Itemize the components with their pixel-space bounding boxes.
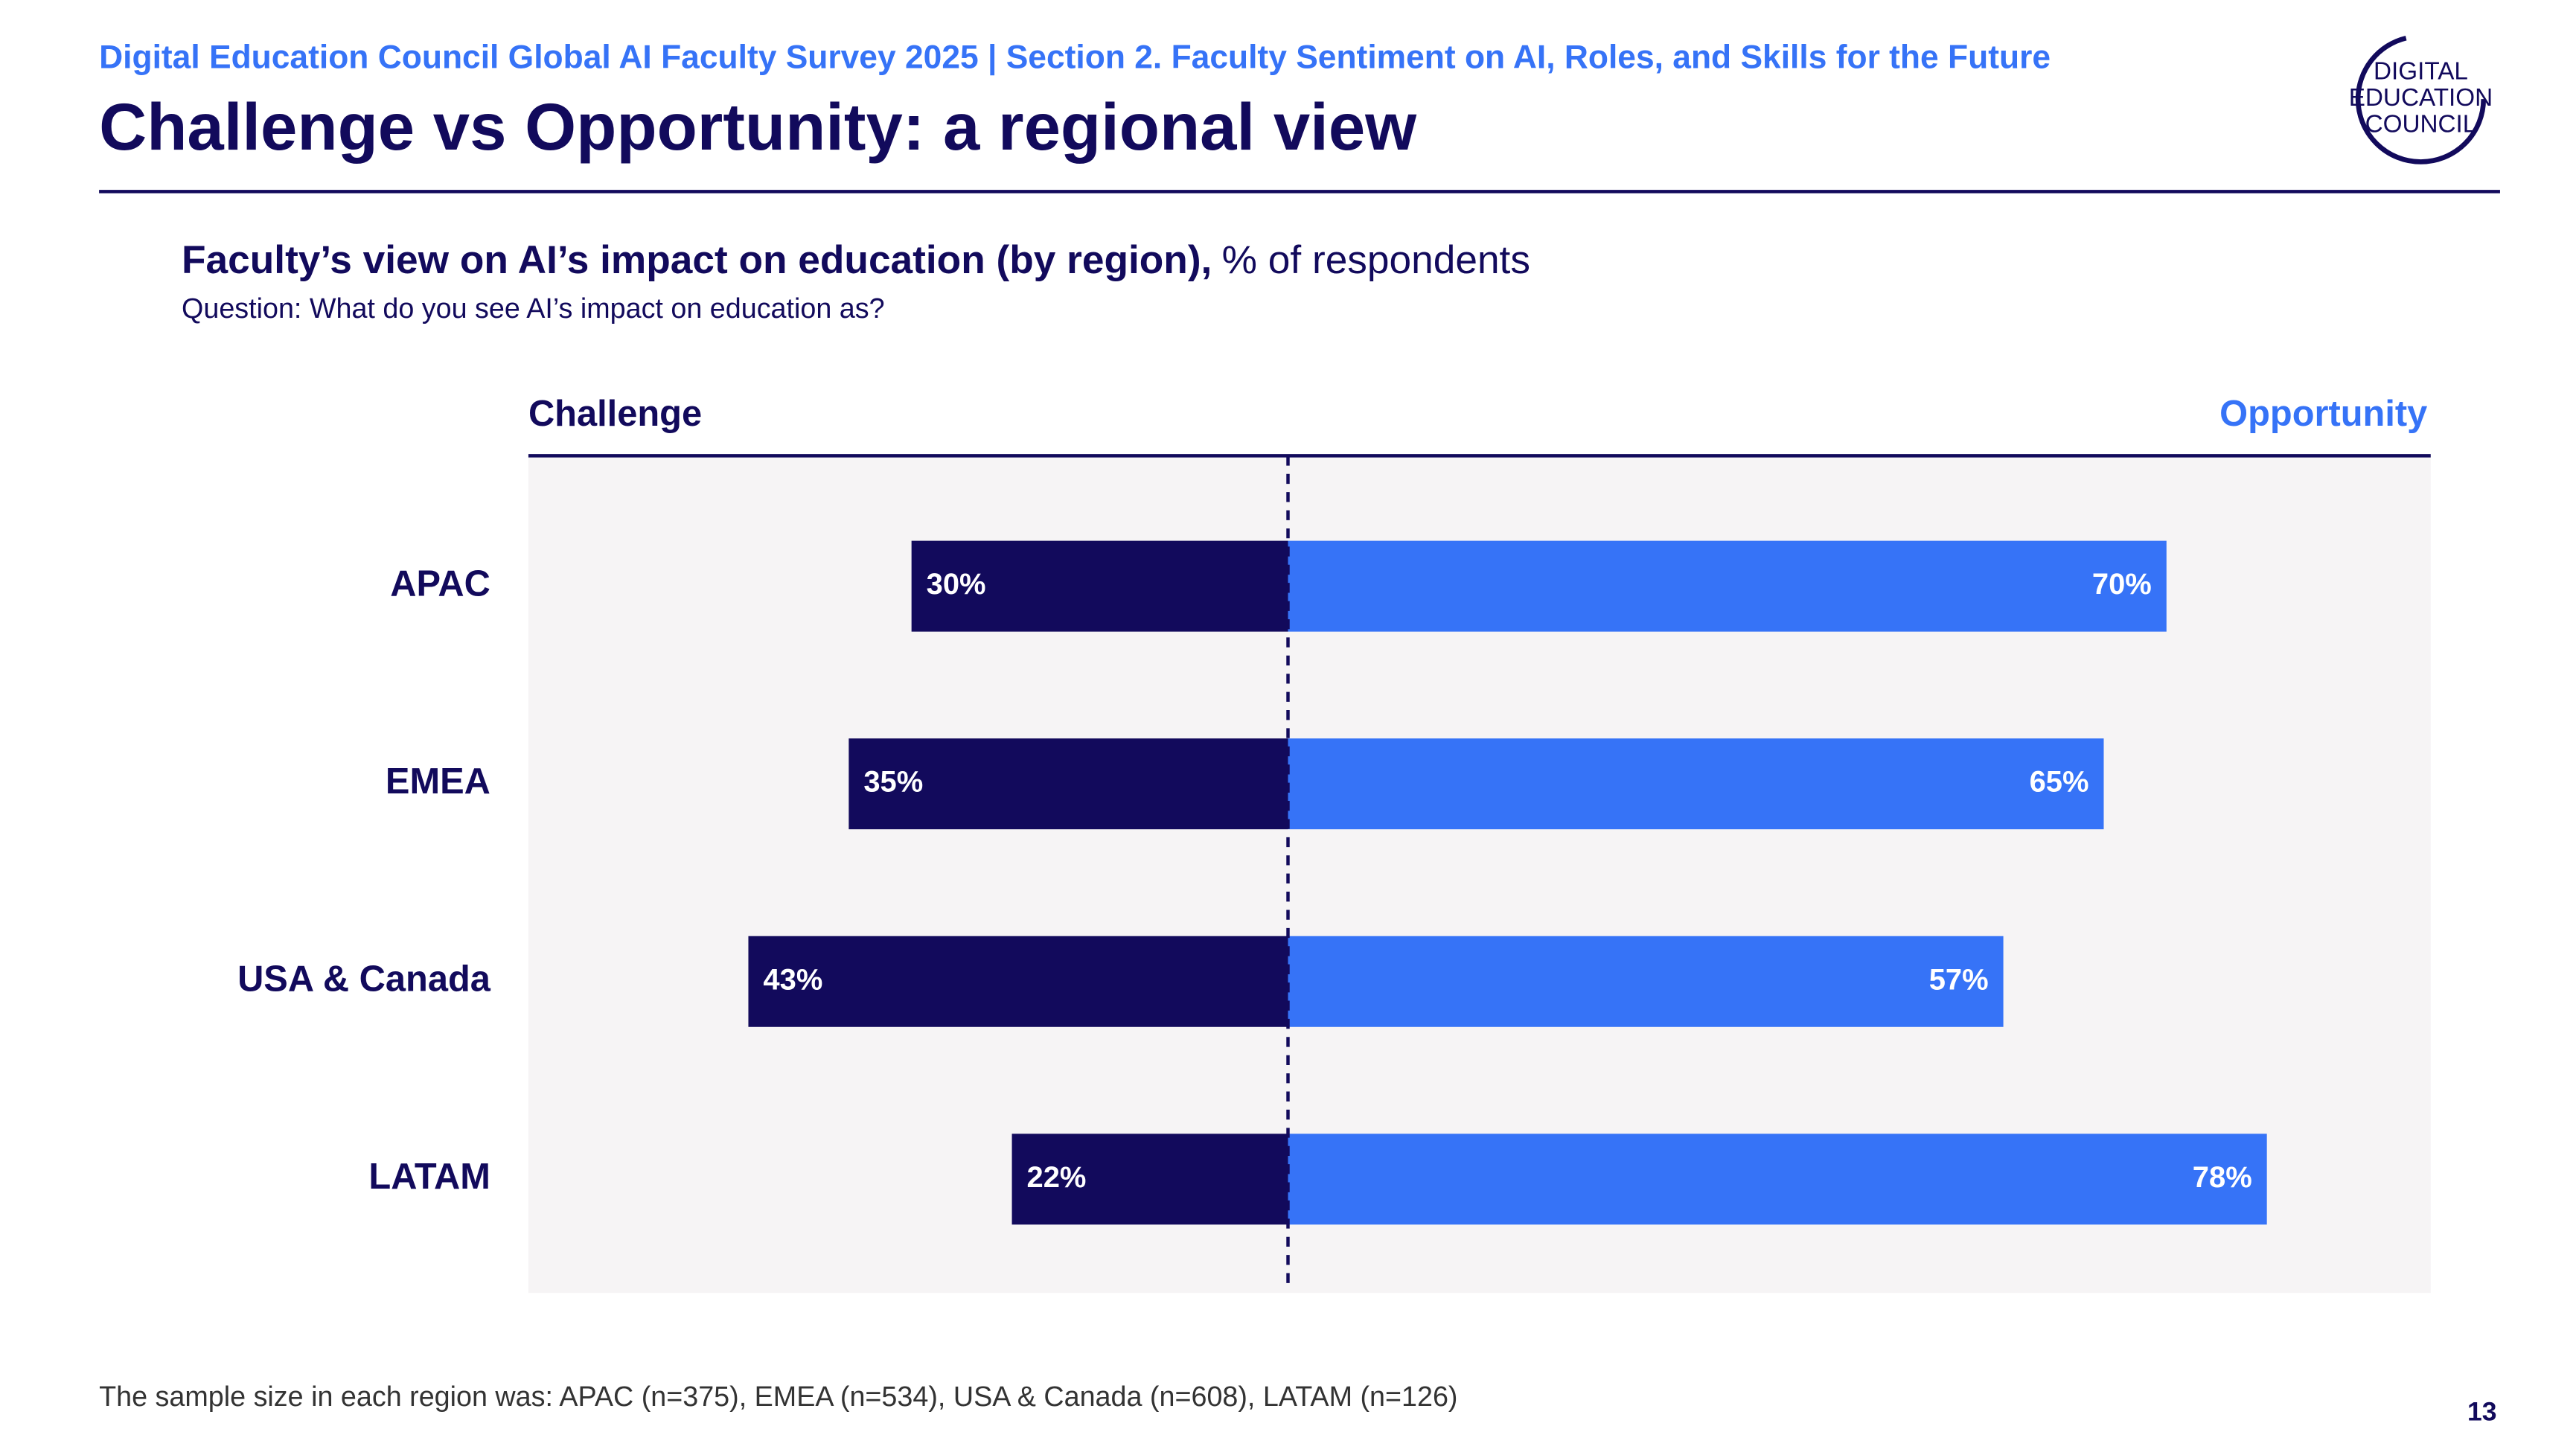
value-label: 70% [2092, 568, 2152, 601]
chart-title: Faculty’s view on AI’s impact on educati… [182, 238, 1530, 282]
footnote: The sample size in each region was: APAC… [99, 1381, 1457, 1412]
bar [1288, 1134, 2267, 1225]
logo-text: COUNCIL [2365, 110, 2477, 138]
bar [1011, 1134, 1288, 1225]
logo: DIGITAL EDUCATION COUNCIL [2349, 33, 2493, 164]
logo-text: DIGITAL [2374, 57, 2468, 85]
section-header: Digital Education Council Global AI Facu… [99, 39, 2051, 77]
category-label: APAC [390, 564, 490, 604]
logo-text: EDUCATION [2349, 84, 2493, 112]
value-label: 43% [763, 963, 822, 996]
legend-left: Challenge [528, 394, 702, 434]
value-label: 35% [863, 766, 923, 799]
page-number: 13 [2467, 1397, 2496, 1427]
value-label: 78% [2193, 1161, 2252, 1194]
bar [848, 738, 1288, 830]
logo-ring [2355, 33, 2487, 164]
bars: APAC 30% 70% EMEA 35% 65% USA & Canada 43% 57% LA… [237, 540, 2267, 1225]
bar [1288, 540, 2167, 632]
chart-unit: % of respondents [1222, 238, 1530, 282]
bar [1288, 738, 2104, 830]
value-label: 22% [1027, 1161, 1087, 1194]
chart-question: Question: What do you see AI’s impact on… [182, 293, 885, 324]
category-label: LATAM [368, 1157, 490, 1197]
chart-title-main: Faculty’s view on AI’s impact on educati… [182, 238, 1212, 282]
value-label: 30% [927, 568, 986, 601]
bar [911, 540, 1288, 632]
bar [748, 936, 1288, 1027]
value-label: 65% [2030, 766, 2089, 799]
value-label: 57% [1929, 963, 1989, 996]
category-label: USA & Canada [237, 959, 491, 1000]
bar [1288, 936, 2004, 1027]
legend-right: Opportunity [2219, 394, 2427, 434]
category-label: EMEA [386, 761, 490, 802]
page-title: Challenge vs Opportunity: a regional vie… [99, 90, 1417, 164]
